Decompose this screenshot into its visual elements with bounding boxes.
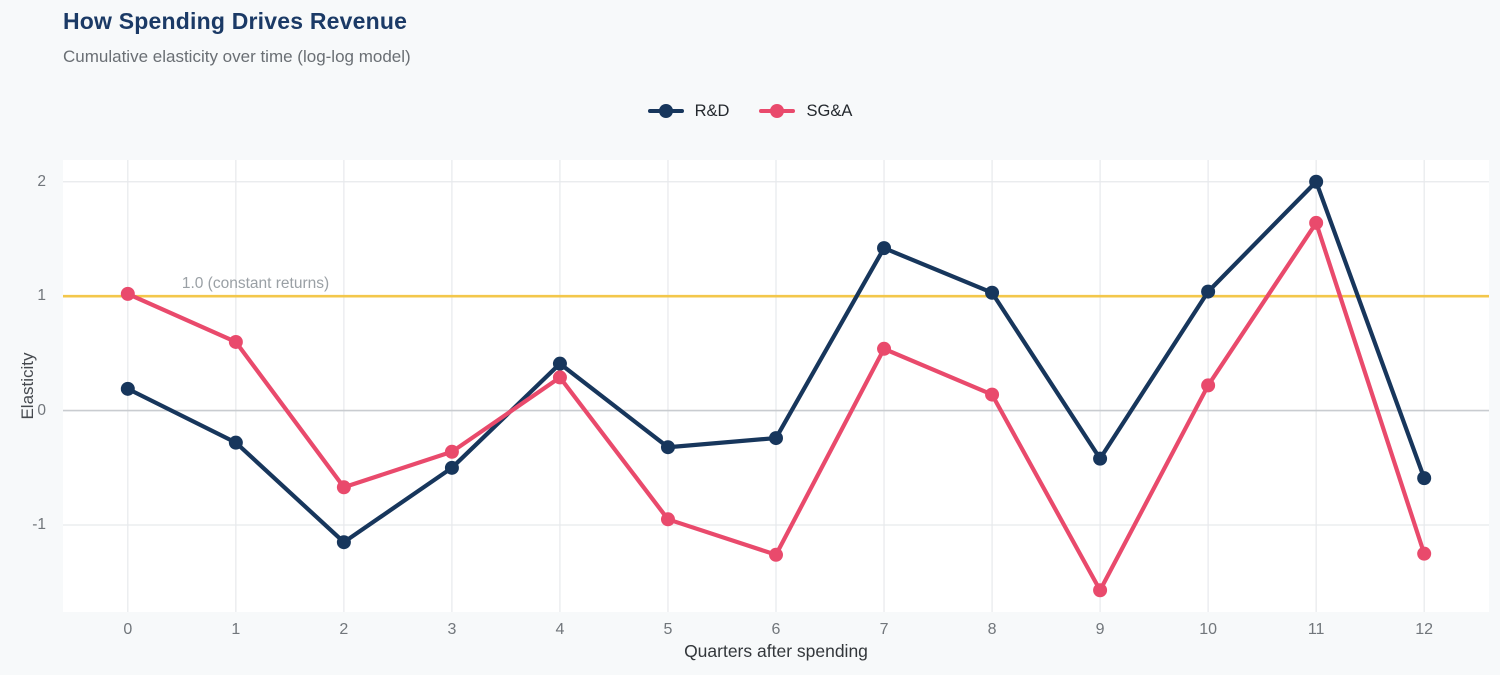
data-point-rd-q4 [552,356,567,371]
data-point-rd-q1 [228,435,243,450]
data-point-rd-q12 [1417,471,1432,486]
legend-label: SG&A [806,101,853,120]
legend-marker-rd-icon [647,104,684,118]
data-point-rd-q8 [985,285,1000,300]
data-point-sga-q7 [877,341,892,356]
data-point-sga-q6 [769,547,783,562]
data-point-sga-q2 [336,480,351,495]
y-tick-label-2: 2 [37,172,46,190]
reference-line-label: 1.0 (constant returns) [182,275,329,292]
data-point-rd-q2 [336,535,351,550]
data-point-rd-q10 [1201,284,1216,299]
data-point-sga-q5 [660,512,675,527]
x-tick-label-0: 0 [123,621,133,638]
legend: R&D SG&A [0,97,1500,125]
data-point-sga-q1 [228,334,243,349]
data-point-sga-q0 [120,286,135,301]
data-point-sga-q12 [1417,546,1432,561]
data-point-sga-q4 [552,370,567,385]
data-point-sga-q11 [1309,215,1324,230]
x-tick-label-7: 7 [879,621,889,638]
y-tick-label-1: 1 [37,287,46,305]
data-point-rd-q7 [877,241,892,256]
data-point-sga-q8 [985,387,1000,402]
y-tick-label--1: -1 [32,516,46,534]
x-tick-label-3: 3 [447,621,457,638]
x-tick-label-1: 1 [231,621,241,638]
data-point-rd-q3 [444,460,459,475]
page-title: How Spending Drives Revenue [63,8,408,34]
y-tick-label-0: 0 [37,401,46,419]
x-tick-label-11: 11 [1307,621,1325,638]
legend-marker-sga-icon [759,104,796,118]
x-tick-label-5: 5 [663,621,673,638]
y-axis-title: Elasticity [18,352,37,420]
data-point-sga-q3 [444,444,459,459]
x-tick-label-2: 2 [339,621,349,638]
legend-label: R&D [694,101,730,120]
page-subtitle: Cumulative elasticity over time (log-log… [63,47,411,66]
data-point-rd-q9 [1093,451,1108,466]
x-tick-label-4: 4 [555,621,565,638]
x-tick-label-9: 9 [1095,621,1105,638]
legend-item-rd[interactable]: R&D [647,101,730,121]
data-point-rd-q6 [769,431,783,446]
data-point-rd-q0 [120,381,135,396]
x-tick-label-8: 8 [987,621,997,638]
plot-area: 1.0 (constant returns) [63,160,1489,612]
data-point-rd-q11 [1309,174,1324,189]
x-tick-label-10: 10 [1199,621,1218,638]
data-point-rd-q5 [660,440,675,455]
x-tick-label-12: 12 [1415,621,1434,638]
chart-canvas: 1.0 (constant returns) [63,160,1489,612]
data-point-sga-q9 [1093,583,1108,598]
legend-item-sga[interactable]: SG&A [759,102,852,121]
x-axis-title: Quarters after spending [684,641,868,661]
x-tick-label-6: 6 [771,621,781,638]
data-point-sga-q10 [1201,378,1216,393]
